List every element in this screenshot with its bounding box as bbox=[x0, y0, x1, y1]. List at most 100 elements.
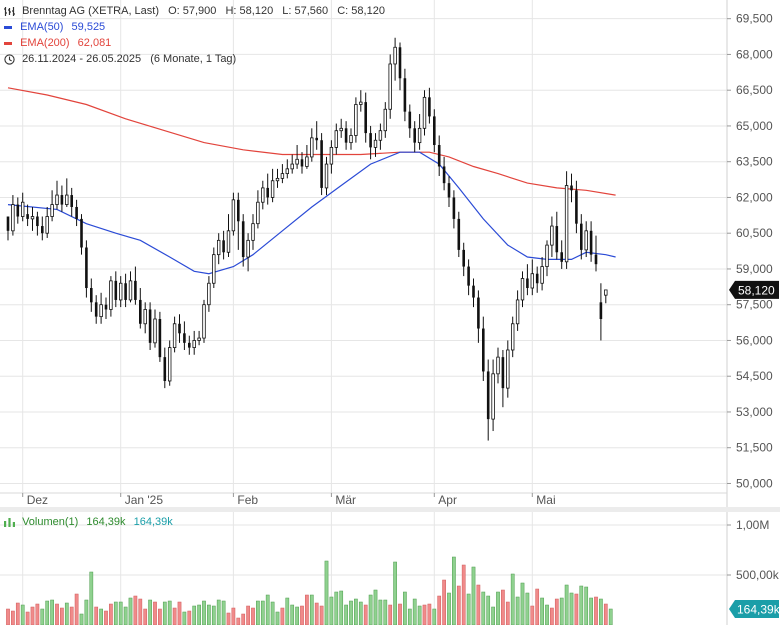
candle-body bbox=[506, 349, 510, 389]
legend-ema50[interactable]: EMA(50) 59,525 bbox=[4, 21, 105, 33]
volume-icon bbox=[4, 517, 15, 527]
candle-body bbox=[241, 221, 245, 258]
ema200-swatch bbox=[4, 41, 12, 45]
volume-bar bbox=[216, 599, 221, 626]
volume-bar bbox=[89, 571, 94, 626]
volume-bar bbox=[207, 604, 211, 626]
volume-bar bbox=[559, 597, 564, 626]
volume-bar bbox=[40, 608, 45, 626]
candle-body bbox=[256, 201, 260, 225]
volume-bar bbox=[515, 596, 520, 626]
volume-bar bbox=[608, 608, 613, 626]
candle-body bbox=[104, 304, 108, 310]
candle-body bbox=[192, 340, 196, 349]
volume-bar bbox=[64, 602, 69, 626]
candle-body bbox=[550, 225, 554, 246]
volume-bar bbox=[505, 601, 510, 626]
candle-body bbox=[20, 201, 25, 217]
volume-bar bbox=[535, 588, 540, 626]
volume-bar bbox=[569, 592, 574, 626]
volume-bar bbox=[60, 607, 64, 626]
candle-body bbox=[226, 230, 231, 253]
candle-body bbox=[270, 180, 275, 198]
volume-bar bbox=[74, 593, 79, 626]
candle-body bbox=[520, 278, 525, 301]
volume-bar bbox=[437, 595, 442, 626]
open-value: 57,900 bbox=[182, 5, 217, 17]
volume-value: 164,39k bbox=[86, 516, 126, 528]
price-tick-label: 54,500 bbox=[736, 369, 773, 383]
volume-bar bbox=[314, 602, 319, 626]
candle-body bbox=[16, 204, 20, 217]
legend-range[interactable]: 26.11.2024 - 26.05.2025 (6 Monate, 1 Tag… bbox=[4, 53, 236, 65]
close-label: C: bbox=[337, 5, 349, 17]
candle-body bbox=[452, 197, 456, 219]
candle-body bbox=[589, 230, 593, 255]
ema50-line bbox=[7, 151, 616, 275]
legend-volume[interactable]: Volumen(1) 164,39k 164,39k bbox=[4, 516, 173, 528]
candle-body bbox=[320, 140, 323, 188]
volume-bar bbox=[398, 603, 402, 626]
volume-bar bbox=[256, 600, 260, 626]
candle-body bbox=[216, 239, 221, 256]
candle-body bbox=[482, 328, 485, 372]
volume-bar bbox=[128, 597, 133, 626]
candle-body bbox=[510, 323, 515, 351]
price-tick-label: 62,000 bbox=[736, 190, 773, 204]
candle-body bbox=[564, 185, 569, 263]
price-tick-label: 60,500 bbox=[736, 226, 773, 240]
candle-body bbox=[300, 159, 304, 167]
candle-body bbox=[70, 195, 73, 207]
legend-ema200[interactable]: EMA(200) 62,081 bbox=[4, 37, 111, 49]
volume-bar bbox=[574, 593, 579, 626]
volume-bar bbox=[476, 584, 481, 626]
candle-body bbox=[109, 280, 113, 310]
month-label: Mai bbox=[536, 493, 555, 507]
volume-bar bbox=[407, 608, 412, 626]
volume-bar bbox=[167, 600, 172, 626]
candle-body bbox=[119, 282, 123, 301]
candle-body bbox=[560, 252, 563, 262]
ema200-value: 62,081 bbox=[77, 37, 112, 49]
month-label: Mär bbox=[335, 493, 356, 507]
price-tick-label: 53,000 bbox=[736, 405, 773, 419]
candle-body bbox=[329, 146, 334, 165]
volume-bar bbox=[172, 607, 177, 626]
price-tick-label: 57,500 bbox=[736, 298, 773, 312]
candle-body bbox=[231, 199, 236, 232]
candle-body bbox=[530, 273, 534, 289]
volume-bar bbox=[143, 608, 148, 626]
candle-body bbox=[501, 357, 505, 389]
grid-layer bbox=[0, 0, 727, 625]
candle-body bbox=[41, 226, 44, 234]
candle-body bbox=[491, 373, 495, 420]
volume-value-secondary: 164,39k bbox=[133, 516, 173, 528]
candle-body bbox=[349, 135, 353, 144]
candle-body bbox=[545, 244, 549, 267]
candle-body bbox=[280, 173, 285, 179]
candle-body bbox=[285, 168, 289, 175]
volume-bar bbox=[285, 597, 290, 626]
volume-bar bbox=[133, 595, 138, 626]
volume-bar bbox=[594, 596, 598, 626]
candle-body bbox=[388, 63, 392, 110]
low-label: L: bbox=[282, 5, 292, 17]
volume-bar bbox=[309, 594, 314, 626]
volume-bar bbox=[55, 603, 59, 626]
candle-body bbox=[354, 104, 358, 136]
candle-body bbox=[172, 323, 177, 349]
candle-body bbox=[124, 283, 127, 300]
volume-bar bbox=[104, 610, 108, 626]
volume-bar bbox=[153, 601, 157, 626]
volume-bar bbox=[388, 604, 393, 626]
volume-bar bbox=[295, 606, 299, 626]
volume-bar bbox=[349, 600, 353, 626]
volume-bar bbox=[275, 611, 280, 626]
volume-bar bbox=[241, 613, 246, 626]
volume-bar bbox=[393, 561, 397, 626]
legend-instrument: Brenntag AG (XETRA, Last) O: 57,900 H: 5… bbox=[4, 5, 385, 17]
candle-body bbox=[295, 158, 299, 165]
